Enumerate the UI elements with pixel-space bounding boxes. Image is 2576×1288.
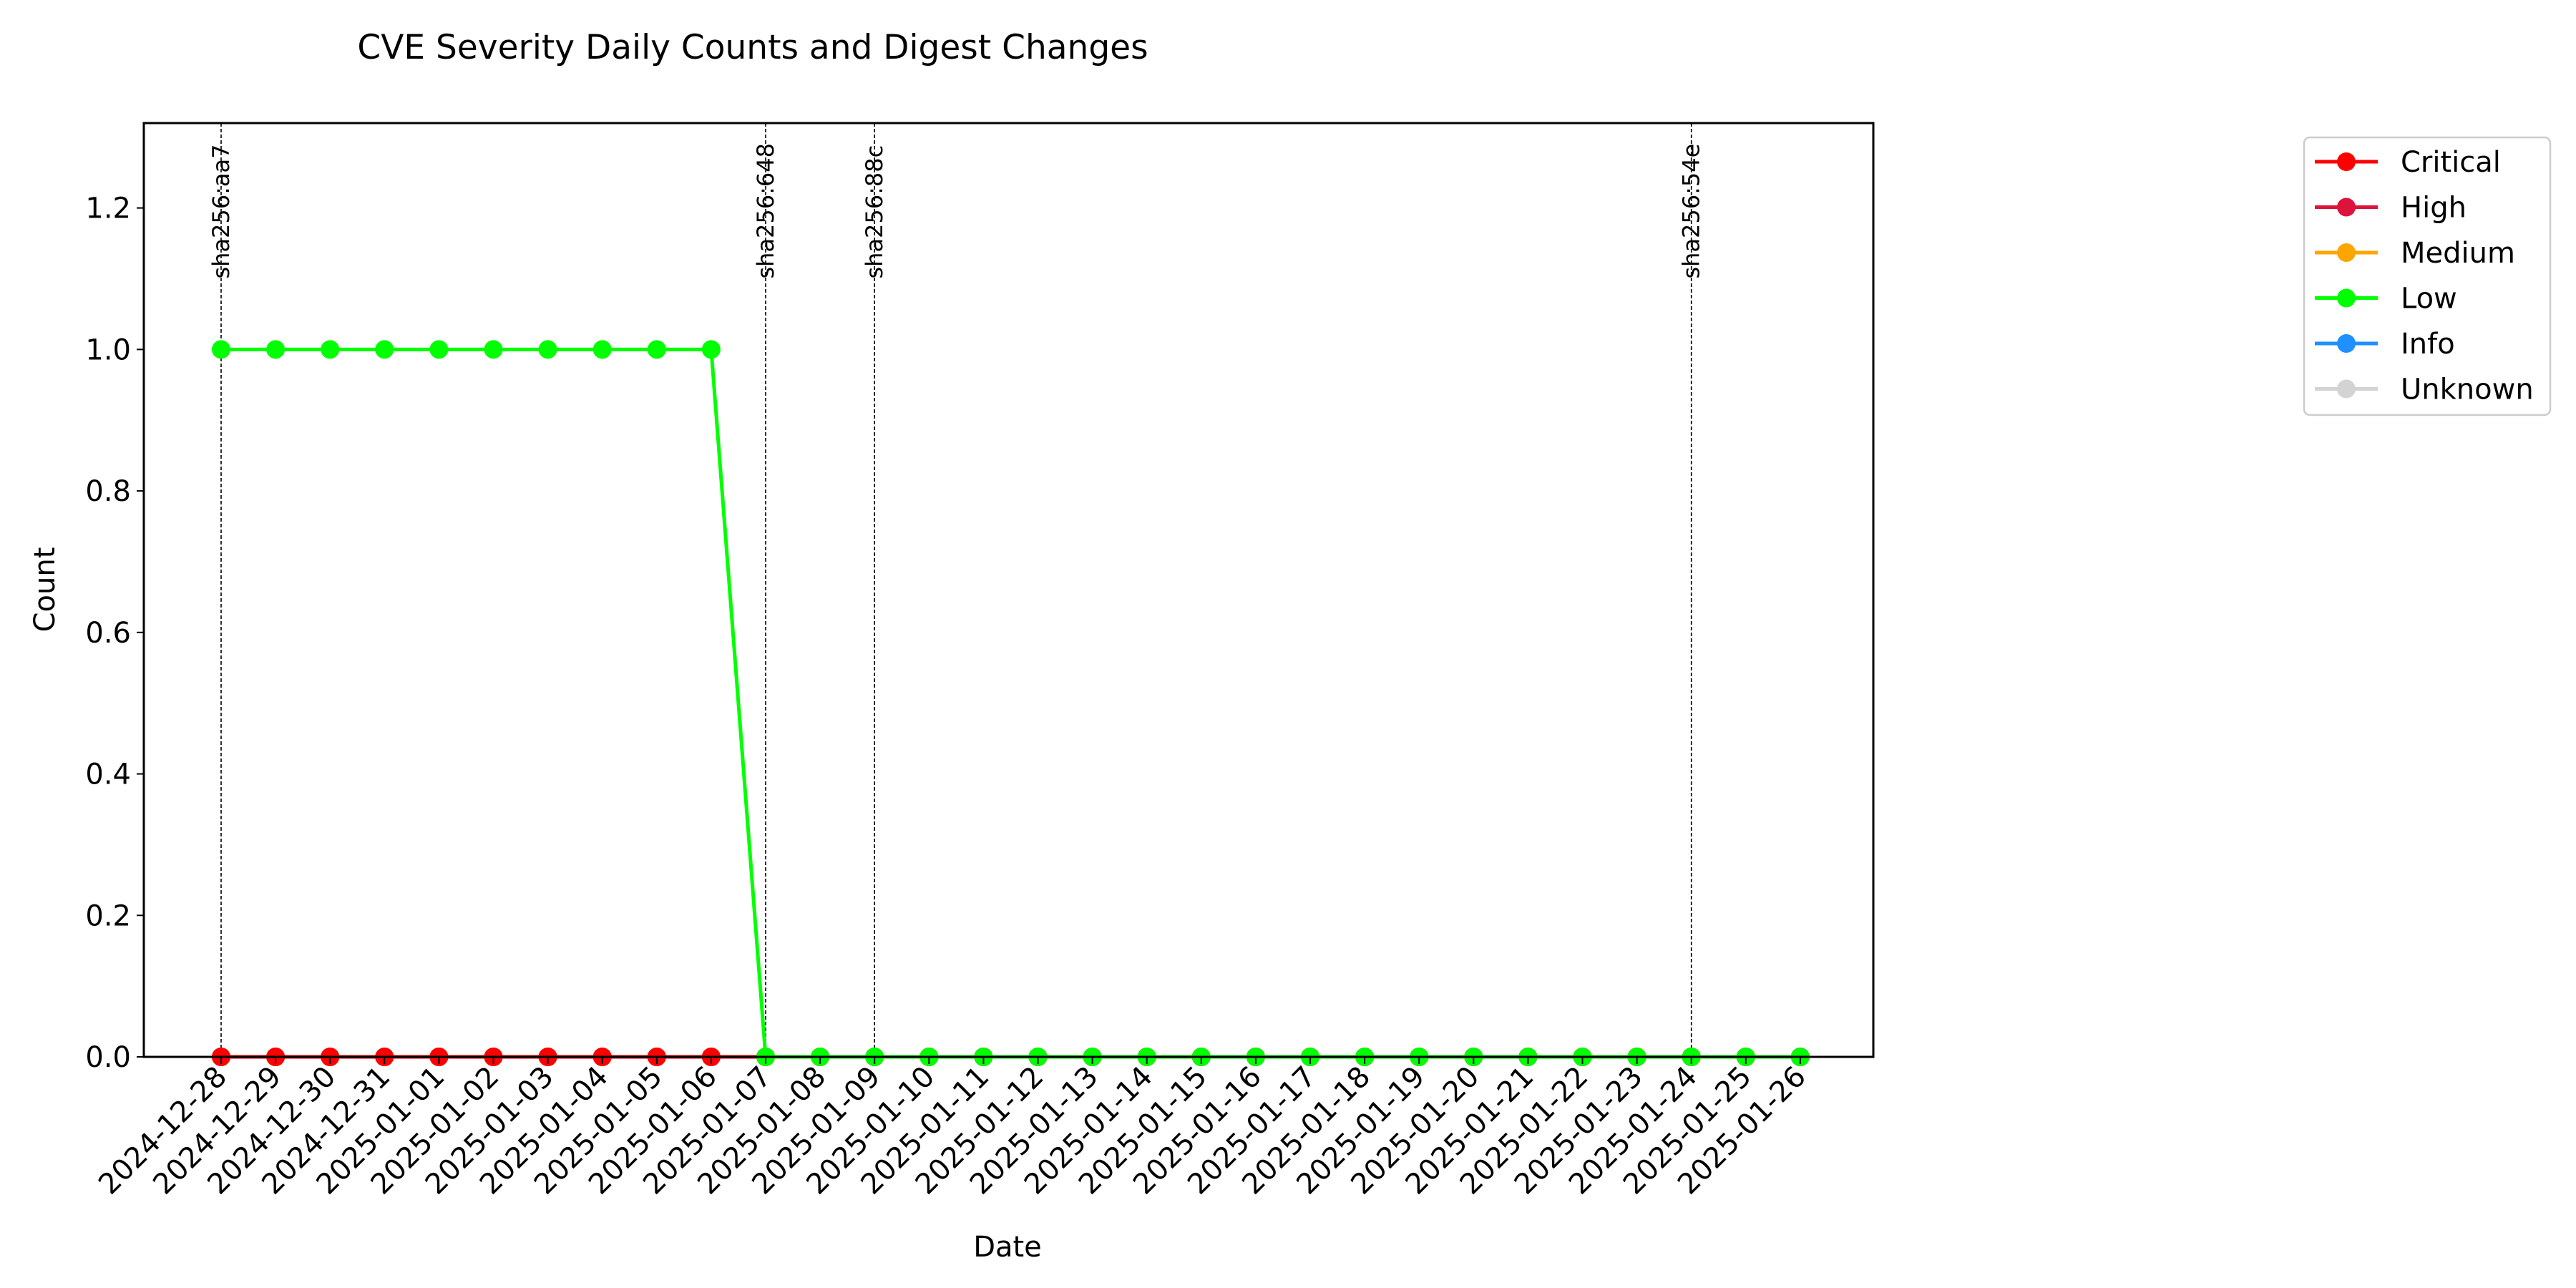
digest-change-label: sha256:54e: [1678, 144, 1705, 279]
data-point: [321, 340, 340, 359]
x-axis: 2024-12-282024-12-292024-12-302024-12-31…: [92, 1057, 1813, 1201]
legend-item-high: High: [2315, 192, 2467, 225]
legend-label: High: [2401, 192, 2467, 225]
series-line: [221, 347, 1800, 1059]
data-point: [538, 340, 557, 359]
legend-label: Unknown: [2401, 374, 2534, 406]
series-low: [212, 340, 1810, 1066]
legend-swatch-marker: [2337, 197, 2356, 217]
y-tick-label: 1.0: [85, 333, 131, 366]
y-axis: 0.0 0.2 0.4 0.6 0.8 1.0 1.2: [85, 192, 144, 1074]
legend-swatch-marker: [2337, 379, 2356, 399]
y-tick-label: 0.4: [85, 758, 131, 791]
y-tick-label: 0.8: [85, 475, 131, 508]
digest-change-label: sha256:aa7: [208, 145, 235, 279]
digest-change-label: sha256:648: [752, 143, 779, 279]
legend-item-unknown: Unknown: [2315, 374, 2534, 406]
y-tick-label: 1.2: [85, 192, 131, 225]
chart-title: CVE Severity Daily Counts and Digest Cha…: [357, 28, 1148, 67]
legend-item-low: Low: [2315, 283, 2457, 316]
data-point: [212, 340, 230, 359]
legend-label: Info: [2401, 328, 2455, 361]
data-point: [592, 340, 612, 359]
legend-item-critical: Critical: [2315, 146, 2501, 179]
digest-change-label: sha256:88c: [861, 145, 888, 279]
x-axis-label: Date: [973, 1231, 1042, 1264]
data-point: [375, 340, 394, 359]
legend: Critical High Medium Low Info Unknown: [2303, 136, 2552, 416]
y-axis-label: Count: [29, 547, 62, 633]
data-point: [429, 340, 449, 359]
data-point: [647, 340, 666, 359]
legend-swatch-marker: [2337, 288, 2356, 308]
legend-item-medium: Medium: [2315, 237, 2515, 270]
data-point: [701, 340, 721, 359]
legend-label: Medium: [2401, 237, 2515, 270]
data-point: [266, 340, 286, 359]
y-tick-label: 0.0: [85, 1041, 131, 1074]
legend-label: Critical: [2401, 146, 2501, 179]
y-tick-label: 0.6: [85, 617, 131, 650]
plot-area: sha256:aa7 sha256:648 sha256:88c sha256:54e: [142, 122, 1875, 1066]
legend-swatch-marker: [2337, 334, 2356, 353]
data-point: [484, 340, 503, 359]
legend-item-info: Info: [2315, 328, 2455, 361]
plot-frame: [142, 122, 1875, 1058]
legend-swatch-marker: [2337, 243, 2356, 262]
legend-label: Low: [2401, 283, 2457, 316]
y-tick-label: 0.2: [85, 899, 131, 932]
legend-swatch-marker: [2337, 152, 2356, 171]
